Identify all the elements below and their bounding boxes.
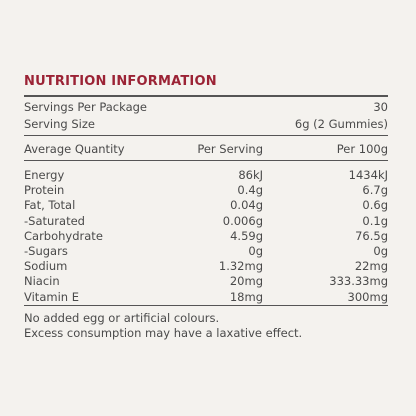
table-header: Per Serving [197,142,263,156]
note: Excess consumption may have a laxative e… [24,326,303,340]
table-cell: 333.33mg [329,274,388,289]
nutrient-name: Energy [24,168,65,182]
table-cell: 18mg [229,289,263,304]
serving-value: 30 [373,100,388,114]
nutrient-name: -Saturated [24,213,85,228]
table-cell: 1434kJ [348,168,388,182]
table-cell: 0.006g [222,213,263,228]
table-cell: 6.7g [362,183,388,198]
rule [24,160,388,161]
table-cell: 86kJ [238,168,263,182]
table-cell: 0g [248,244,263,258]
table-header: Per 100g [336,142,388,156]
table-cell: 0.1g [362,213,388,228]
serving-label: Serving Size [24,117,95,131]
table-cell: 0g [373,244,388,258]
nutrient-name: Fat, Total [24,198,76,213]
table-cell: 4.59g [230,228,263,243]
nutrient-name: Niacin [24,274,60,289]
table-cell: 0.4g [237,183,263,198]
nutrient-name: Sodium [24,259,68,274]
nutrient-name: -Sugars [24,244,68,258]
table-cell: 76.5g [355,228,388,243]
table-cell: 1.32mg [218,259,263,274]
rule [24,95,388,97]
serving-value: 6g (2 Gummies) [294,117,388,131]
table-cell: 300mg [347,289,388,304]
table-header: Average Quantity [24,142,125,156]
note: No added egg or artificial colours. [24,311,220,325]
table-cell: 0.6g [362,198,388,213]
table-cell: 22mg [354,259,388,274]
table-cell: 20mg [229,274,263,289]
nutrient-name: Vitamin E [24,289,79,304]
rule [24,135,388,136]
title: NUTRITION INFORMATION [24,74,217,89]
rule [24,305,388,306]
serving-label: Servings Per Package [24,100,147,114]
nutrient-name: Protein [24,183,65,198]
nutrient-name: Carbohydrate [24,228,103,243]
table-cell: 0.04g [230,198,263,213]
